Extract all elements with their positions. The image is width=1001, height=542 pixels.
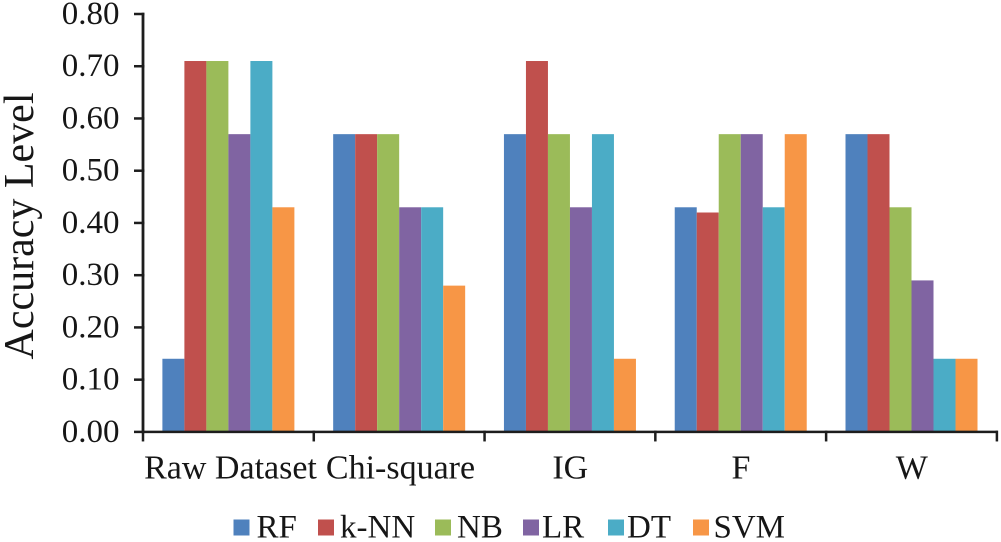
- svg-text:F: F: [732, 450, 751, 487]
- svg-text:k-NN: k-NN: [340, 510, 415, 542]
- svg-text:DT: DT: [627, 510, 671, 542]
- svg-text:RF: RF: [257, 510, 297, 542]
- svg-text:0.40: 0.40: [62, 205, 120, 241]
- svg-text:0.60: 0.60: [62, 100, 120, 136]
- svg-text:Chi-square: Chi-square: [326, 450, 475, 487]
- svg-text:0.30: 0.30: [62, 257, 120, 293]
- svg-text:0.20: 0.20: [62, 309, 120, 345]
- svg-text:0.00: 0.00: [62, 414, 120, 450]
- svg-text:Accuracy Level: Accuracy Level: [0, 93, 43, 360]
- svg-text:W: W: [896, 450, 929, 487]
- svg-text:0.70: 0.70: [62, 48, 120, 84]
- svg-text:LR: LR: [542, 510, 584, 542]
- svg-text:IG: IG: [552, 450, 588, 487]
- svg-text:NB: NB: [457, 510, 503, 542]
- svg-text:0.50: 0.50: [62, 153, 120, 189]
- svg-text:0.80: 0.80: [62, 0, 120, 32]
- svg-text:0.10: 0.10: [62, 362, 120, 398]
- svg-text:Raw Dataset: Raw Dataset: [144, 450, 317, 487]
- svg-text:SVM: SVM: [714, 510, 786, 542]
